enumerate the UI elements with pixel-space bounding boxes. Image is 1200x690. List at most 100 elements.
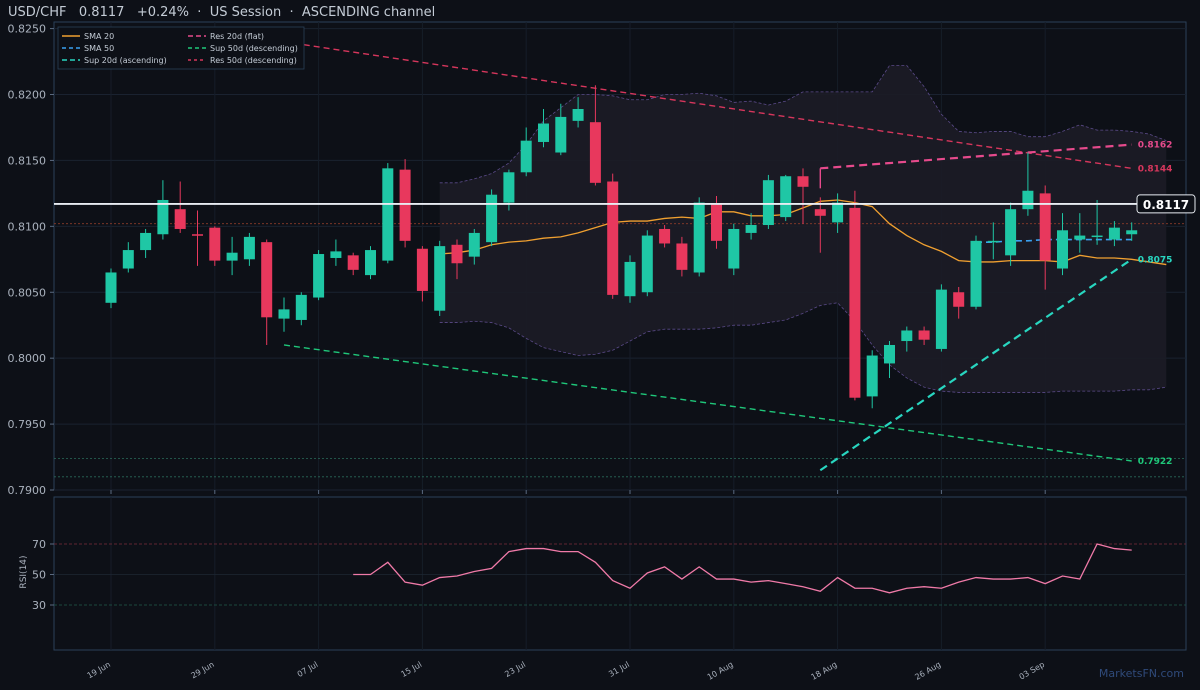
candle-body xyxy=(451,244,463,264)
x-tick-label: 07 Jul xyxy=(296,660,320,679)
candle-body xyxy=(607,181,619,295)
x-tick-label: 03 Sep xyxy=(1018,660,1047,682)
price: 0.8117 xyxy=(78,5,125,20)
candle-body xyxy=(174,209,186,229)
x-tick-label: 31 Jul xyxy=(607,660,631,679)
x-tick-label: 19 Jun xyxy=(86,660,112,680)
sup20-line xyxy=(819,258,1133,472)
rsi-tick-label: 30 xyxy=(32,599,46,612)
y-tick-label: 0.8200 xyxy=(8,89,47,102)
legend-entry: Res 20d (flat) xyxy=(210,32,264,41)
candle-body xyxy=(226,252,238,261)
res50-label: 0.8144 xyxy=(1138,164,1173,174)
candle-body xyxy=(295,294,307,320)
legend-entry: SMA 50 xyxy=(84,44,114,53)
candle-body xyxy=(884,344,895,364)
candle-body xyxy=(814,209,826,216)
separator: · xyxy=(197,5,202,20)
candle-body xyxy=(693,202,705,273)
legend-box xyxy=(57,26,305,70)
candle-body xyxy=(624,261,636,297)
candle-body xyxy=(209,227,221,261)
y-tick-label: 0.8100 xyxy=(8,220,47,233)
x-tick-label: 29 Jun xyxy=(189,660,215,680)
candle-body xyxy=(953,292,965,307)
candle-body xyxy=(762,180,774,226)
y-tick-label: 0.8150 xyxy=(8,154,47,167)
candle-body xyxy=(486,194,498,243)
y-tick-label: 0.7900 xyxy=(8,484,47,497)
separator: · xyxy=(289,5,294,20)
legend-entry: Sup 20d (ascending) xyxy=(84,56,167,65)
res20-line xyxy=(820,143,1132,170)
channel-label: ASCENDING channel xyxy=(301,5,436,20)
candle-body xyxy=(797,176,809,187)
watermark: MarketsFN.com xyxy=(1098,667,1184,680)
candle-body xyxy=(520,140,532,173)
legend: SMA 20 SMA 50 Sup 20d (ascending) Res 20d (… xyxy=(57,26,305,70)
res20-label: 0.8162 xyxy=(1138,141,1173,151)
candle-body xyxy=(918,330,930,340)
candle-body xyxy=(347,255,359,270)
rsi-line xyxy=(353,543,1132,594)
candle-body xyxy=(572,109,584,121)
candle-body xyxy=(1022,190,1034,210)
candle-body xyxy=(416,248,428,291)
candle-body xyxy=(122,250,134,269)
x-tick-label: 18 Aug xyxy=(810,660,839,682)
candle-body xyxy=(901,330,913,342)
x-tick-label: 10 Aug xyxy=(706,660,735,682)
sup20-label: 0.8075 xyxy=(1138,255,1173,265)
sma50-line xyxy=(976,238,1132,243)
y-tick-label: 0.8000 xyxy=(8,352,47,365)
legend-entry: Res 50d (descending) xyxy=(210,56,297,65)
rsi-panel: 19 Jun 29 Jun 07 Jul 15 Jul 23 Jul 31 Jul 10 A… xyxy=(19,496,1187,682)
candle-body xyxy=(140,232,152,251)
candle-body xyxy=(313,254,325,298)
candle-body xyxy=(849,207,861,398)
candle-body xyxy=(243,236,255,260)
candle-body xyxy=(1091,235,1103,238)
current-price-label: 0.8117 xyxy=(1143,198,1189,212)
candle-body xyxy=(468,232,480,257)
candle-body xyxy=(589,122,601,183)
candle-body xyxy=(1057,230,1068,269)
candle-body xyxy=(745,225,757,233)
candle-body xyxy=(157,199,169,235)
candle-body xyxy=(365,250,376,276)
change: +0.24% xyxy=(136,5,190,20)
candle-body xyxy=(538,123,549,142)
sup50-line xyxy=(283,344,1132,462)
x-tick-label: 23 Jul xyxy=(503,660,527,679)
session: US Session xyxy=(209,5,282,20)
candle-body xyxy=(261,242,273,318)
candle-body xyxy=(434,246,446,311)
candle-body xyxy=(676,243,688,270)
candle-body xyxy=(780,176,792,218)
candle-body xyxy=(970,240,982,307)
res50-line xyxy=(283,41,1132,170)
candle-body xyxy=(641,235,653,293)
symbol: USD/CHF xyxy=(8,5,67,20)
candle-body xyxy=(399,169,411,241)
bollinger-upper-line xyxy=(439,65,1167,184)
candle-body xyxy=(278,309,290,319)
rsi-tick-label: 70 xyxy=(32,538,46,551)
candle-body xyxy=(1108,227,1120,240)
chart-header: USD/CHF 0.8117 +0.24% · US Session · ASC… xyxy=(8,5,435,20)
sup50-label: 0.7922 xyxy=(1138,457,1173,467)
bollinger-lower-line xyxy=(439,302,1167,393)
candle-body xyxy=(555,116,567,153)
candle-body xyxy=(832,202,844,223)
legend-entry: SMA 20 xyxy=(84,32,114,41)
candle-body xyxy=(330,251,342,258)
candle-body xyxy=(1074,235,1086,240)
candle-body xyxy=(728,228,740,269)
candle-body xyxy=(1005,209,1017,256)
candle-body xyxy=(987,240,999,243)
x-tick-label: 15 Jul xyxy=(400,660,424,679)
rsi-panel-frame xyxy=(53,496,1187,651)
current-price-tag xyxy=(1136,194,1196,214)
candle-body xyxy=(503,172,515,203)
candle-body xyxy=(711,203,722,241)
